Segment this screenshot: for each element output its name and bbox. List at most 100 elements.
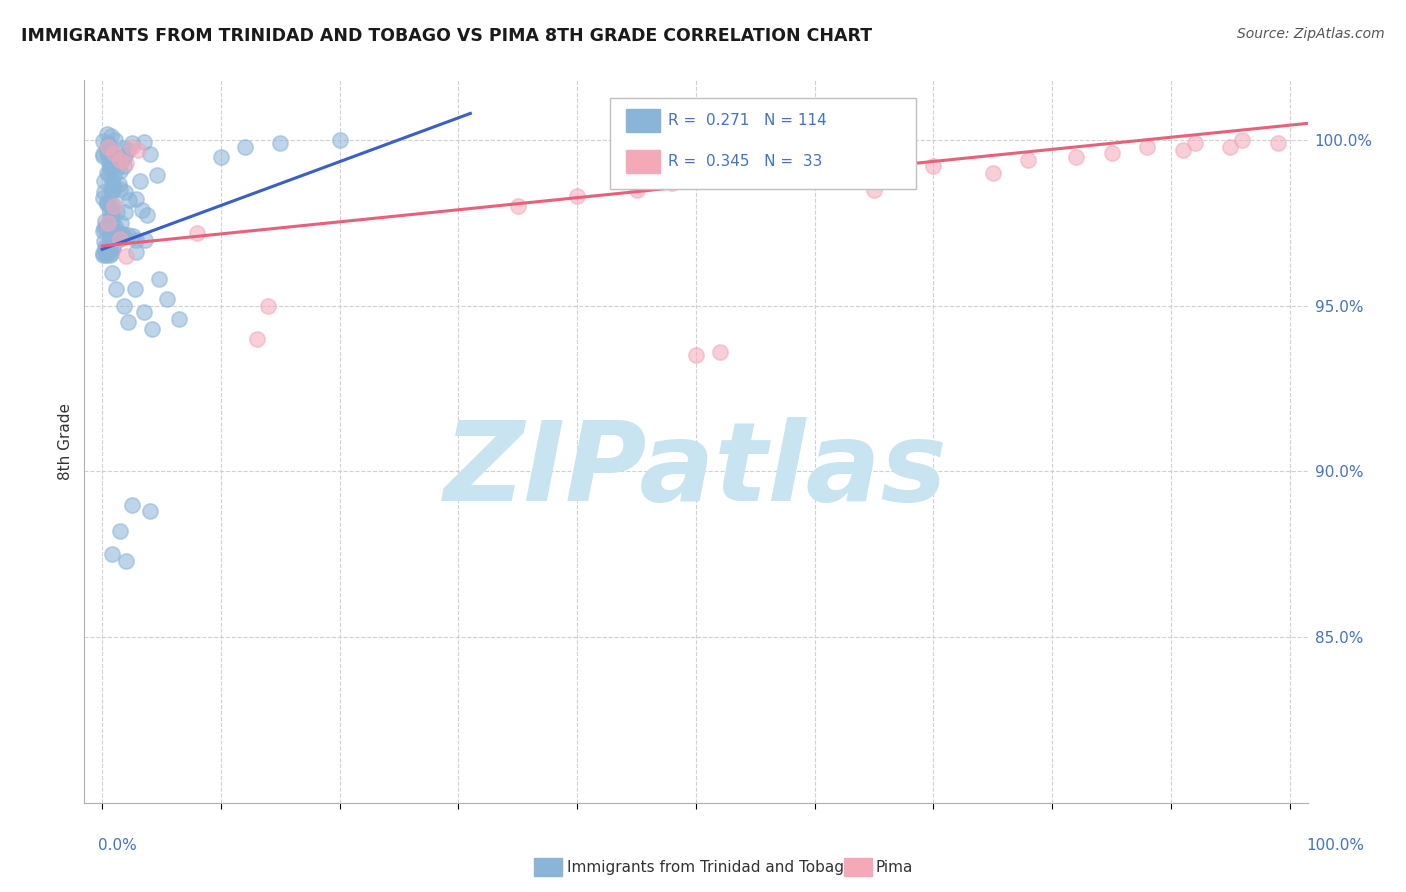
Point — [139, 147, 162, 161]
Point — [269, 136, 291, 151]
Point — [1184, 136, 1206, 151]
Point — [1018, 153, 1040, 167]
Point — [105, 282, 128, 296]
Point — [93, 224, 115, 238]
Point — [107, 177, 129, 191]
Point — [100, 161, 122, 175]
FancyBboxPatch shape — [626, 109, 661, 132]
Point — [122, 229, 145, 244]
Point — [108, 232, 131, 246]
Point — [127, 143, 149, 157]
Point — [93, 248, 115, 262]
Point — [100, 182, 122, 196]
Point — [96, 166, 118, 180]
Point — [124, 282, 146, 296]
Point — [245, 332, 267, 346]
Point — [626, 183, 648, 197]
Point — [100, 246, 122, 260]
Point — [100, 129, 122, 144]
Point — [138, 504, 160, 518]
Text: Pima: Pima — [876, 860, 914, 874]
Point — [98, 155, 121, 169]
Point — [209, 149, 232, 163]
Point — [1064, 149, 1087, 163]
Text: IMMIGRANTS FROM TRINIDAD AND TOBAGO VS PIMA 8TH GRADE CORRELATION CHART: IMMIGRANTS FROM TRINIDAD AND TOBAGO VS P… — [21, 27, 872, 45]
Text: 100.0%: 100.0% — [1306, 838, 1364, 854]
Point — [112, 299, 135, 313]
Point — [110, 231, 132, 245]
Point — [100, 144, 122, 158]
Point — [105, 204, 128, 219]
Point — [100, 215, 122, 229]
Point — [114, 185, 136, 199]
Point — [94, 214, 117, 228]
Point — [803, 162, 825, 177]
Point — [103, 199, 125, 213]
Point — [104, 219, 127, 234]
Text: R =  0.345   N =  33: R = 0.345 N = 33 — [668, 153, 823, 169]
Point — [125, 192, 148, 206]
Point — [100, 161, 122, 175]
Point — [110, 216, 132, 230]
Point — [709, 345, 731, 359]
Point — [93, 234, 115, 248]
Point — [96, 194, 118, 209]
Point — [100, 547, 122, 561]
Point — [125, 244, 148, 259]
Point — [145, 168, 167, 182]
Text: Immigrants from Trinidad and Tobago: Immigrants from Trinidad and Tobago — [567, 860, 853, 874]
Point — [96, 147, 118, 161]
Point — [186, 226, 208, 240]
Point — [98, 244, 121, 258]
Point — [93, 174, 115, 188]
Point — [233, 139, 256, 153]
Point — [94, 244, 117, 259]
Point — [98, 228, 121, 243]
Point — [117, 315, 139, 329]
Point — [103, 168, 125, 182]
Point — [567, 189, 589, 203]
Point — [114, 205, 136, 219]
Point — [104, 133, 127, 147]
Point — [97, 168, 120, 182]
Point — [169, 312, 191, 326]
Point — [93, 134, 115, 148]
Point — [129, 174, 152, 188]
Point — [111, 228, 134, 243]
Point — [100, 197, 122, 211]
FancyBboxPatch shape — [626, 150, 661, 173]
Text: ZIPatlas: ZIPatlas — [444, 417, 948, 524]
Point — [101, 183, 124, 197]
Point — [112, 159, 135, 173]
Point — [134, 233, 156, 247]
Point — [121, 139, 143, 153]
Point — [97, 139, 120, 153]
Point — [97, 145, 120, 160]
Point — [1219, 139, 1241, 153]
Point — [101, 178, 124, 193]
Point — [98, 230, 121, 244]
Point — [93, 191, 115, 205]
Point — [96, 197, 118, 211]
Point — [93, 246, 115, 260]
Point — [117, 143, 139, 157]
Point — [110, 181, 132, 195]
Point — [117, 228, 139, 243]
Point — [94, 240, 117, 254]
Point — [1232, 133, 1254, 147]
Point — [110, 150, 132, 164]
Point — [97, 215, 120, 229]
Point — [506, 199, 529, 213]
Point — [98, 204, 121, 219]
Point — [863, 183, 886, 197]
Y-axis label: 8th Grade: 8th Grade — [58, 403, 73, 480]
Point — [103, 225, 125, 239]
Point — [329, 133, 352, 147]
Point — [100, 150, 122, 164]
Text: Source: ZipAtlas.com: Source: ZipAtlas.com — [1237, 27, 1385, 41]
Point — [97, 151, 120, 165]
Text: 0.0%: 0.0% — [98, 838, 138, 854]
Point — [1267, 136, 1289, 151]
Point — [115, 554, 138, 568]
Point — [93, 147, 115, 161]
